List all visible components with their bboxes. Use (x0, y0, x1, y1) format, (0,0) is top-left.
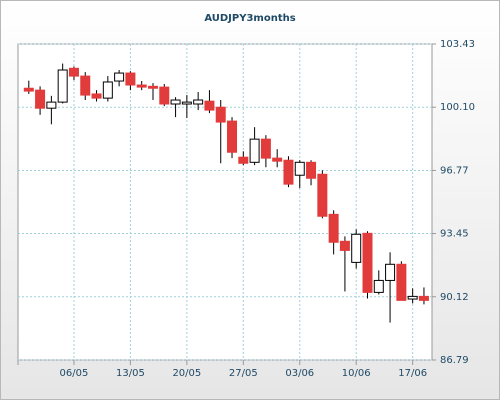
candle-body (114, 72, 125, 82)
candle-body (227, 120, 238, 153)
candle-body (136, 84, 147, 88)
candle-body (396, 263, 407, 301)
candle-body (373, 279, 384, 293)
candle-body (238, 156, 249, 164)
candle-body (272, 157, 283, 162)
candle-body (46, 101, 57, 109)
candle-body (57, 69, 68, 103)
candle-body (170, 99, 181, 105)
y-tick-label: 86.79 (440, 355, 469, 366)
candle-body (418, 295, 429, 301)
x-tick-label: 06/05 (60, 368, 89, 379)
candle-body (204, 100, 215, 111)
candle-body (294, 161, 305, 176)
candle-body (215, 106, 226, 123)
candle-body (260, 138, 271, 159)
candle-body (249, 138, 260, 163)
candle-body (91, 93, 102, 99)
y-tick-label: 90.12 (440, 292, 469, 303)
x-tick-label: 03/06 (285, 368, 314, 379)
candle-body (68, 67, 79, 77)
x-tick-label: 13/05 (116, 368, 145, 379)
x-tick-label: 20/05 (172, 368, 201, 379)
x-tick-label: 27/05 (229, 368, 258, 379)
candle-body (23, 87, 34, 92)
candle-body (351, 233, 362, 263)
candle-body (181, 101, 192, 105)
candle-body (35, 89, 46, 109)
candle-body (147, 85, 158, 89)
candle-body (407, 295, 418, 300)
candle-body (159, 86, 170, 105)
chart-title: AUDJPY3months (204, 13, 295, 24)
candle-body (80, 75, 91, 96)
x-tick-label: 10/06 (342, 368, 371, 379)
y-tick-label: 100.10 (440, 102, 475, 113)
candle-body (385, 263, 396, 281)
y-tick-label: 96.77 (440, 165, 469, 176)
candle-body (102, 81, 113, 99)
candle-body (283, 159, 294, 185)
candle-body (193, 99, 204, 105)
y-tick-label: 93.45 (440, 229, 469, 240)
y-tick-label: 103.43 (440, 39, 475, 50)
x-tick-label: 17/06 (398, 368, 427, 379)
candle-body (362, 232, 373, 293)
candle-body (339, 240, 350, 251)
plot-area (17, 43, 433, 361)
candle-body (328, 213, 339, 243)
candle-body (306, 161, 317, 179)
candle-body (317, 173, 328, 217)
candle-body (125, 72, 136, 86)
